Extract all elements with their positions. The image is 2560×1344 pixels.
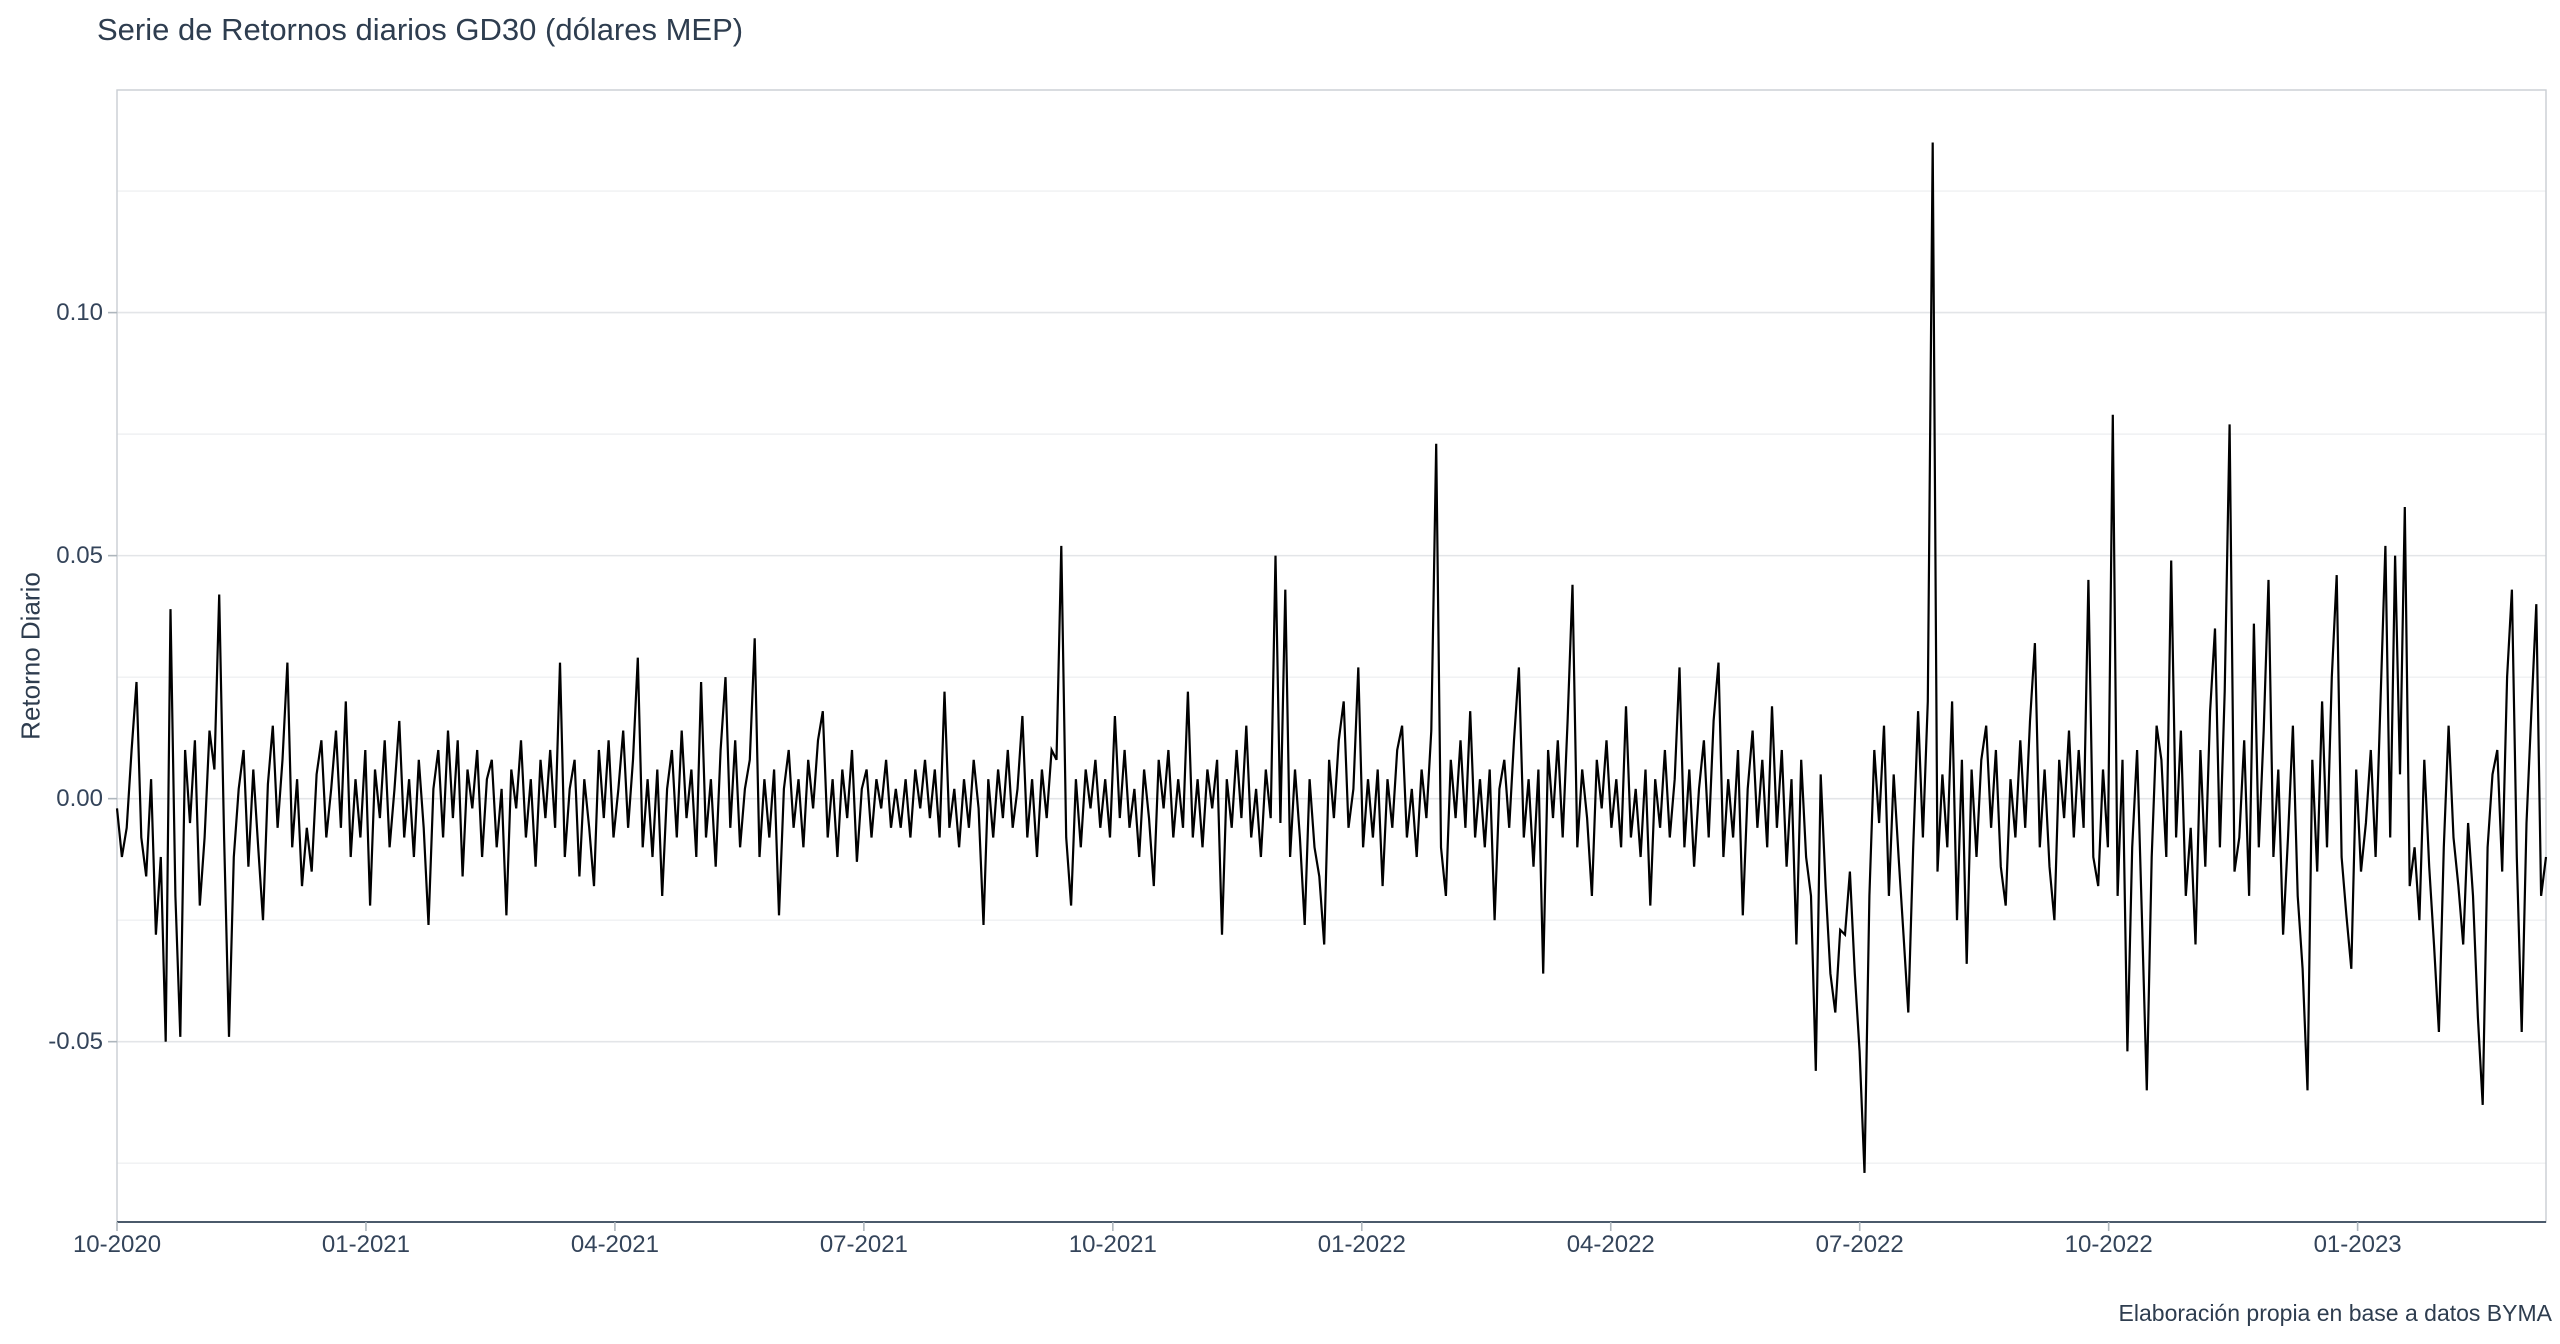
returns-line: [115, 142, 2548, 1173]
y-tick-label: 0.05: [56, 541, 103, 569]
x-tick-label: 01-2023: [2313, 1231, 2402, 1258]
y-axis-title: Retorno Diario: [15, 572, 46, 740]
x-tick-label: 07-2022: [1815, 1231, 1904, 1258]
x-tick-label: 10-2021: [1068, 1231, 1157, 1258]
source-caption: Elaboración propia en base a datos BYMA: [2118, 1300, 2552, 1326]
y-tick-label: 0.10: [56, 298, 103, 326]
x-tick-label: 04-2022: [1566, 1231, 1655, 1258]
x-tick-label: 07-2021: [819, 1231, 908, 1258]
x-tick-label: 10-2020: [72, 1231, 162, 1258]
y-tick-label: 0.00: [56, 784, 103, 812]
x-tick-label: 10-2022: [2064, 1231, 2153, 1258]
y-tick-label: -0.05: [48, 1027, 103, 1055]
x-tick-label: 04-2021: [570, 1231, 659, 1258]
x-tick-label: 01-2021: [321, 1231, 410, 1258]
panel-background: [117, 90, 2546, 1222]
chart-title: Serie de Retornos diarios GD30 (dólares …: [97, 12, 744, 47]
x-tick-label: 01-2022: [1317, 1231, 1406, 1258]
